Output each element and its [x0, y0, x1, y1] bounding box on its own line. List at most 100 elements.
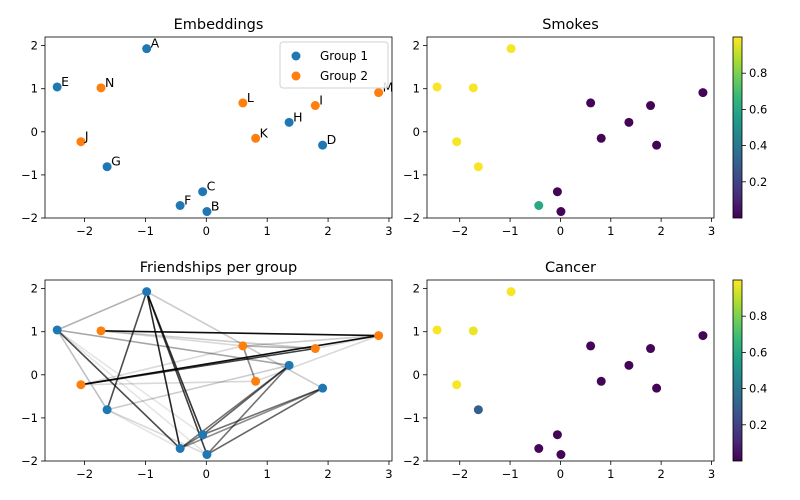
x-tick-label: −2 — [76, 467, 93, 481]
data-point — [96, 83, 106, 93]
y-tick-label: −2 — [21, 454, 38, 468]
x-tick-label: 1 — [607, 224, 614, 238]
data-point — [76, 137, 86, 147]
friendship-edge — [242, 345, 257, 382]
data-point — [652, 140, 662, 150]
axes-frame — [426, 279, 715, 462]
point-label: G — [111, 154, 121, 169]
node-point — [198, 430, 208, 440]
point-label: N — [105, 75, 114, 90]
point-label: I — [319, 93, 323, 108]
data-point — [468, 83, 478, 93]
friendship-edge — [106, 291, 148, 410]
node-point — [142, 287, 152, 297]
point-label: C — [207, 179, 216, 194]
colorbar — [732, 36, 743, 219]
x-tick-label: 1 — [264, 467, 271, 481]
point-label: E — [61, 74, 69, 89]
friendship-edge — [242, 345, 316, 350]
x-tick-label: −2 — [451, 224, 468, 238]
legend-entry: Group 1 — [320, 49, 368, 63]
x-tick-label: −1 — [502, 224, 519, 238]
friendship-edge — [56, 329, 208, 456]
x-tick-label: −1 — [137, 467, 154, 481]
y-tick-label: −1 — [21, 168, 38, 182]
colorbar-tick-label: 0.6 — [749, 102, 767, 116]
node-point — [238, 341, 248, 351]
node-point — [102, 405, 112, 415]
friendship-edge — [146, 290, 323, 389]
point-label: H — [293, 109, 302, 124]
data-point — [646, 101, 656, 111]
y-tick-label: 1 — [31, 325, 38, 339]
data-point — [552, 187, 562, 197]
colorbar-tick-label: 0.4 — [749, 139, 767, 153]
y-tick-label: 2 — [31, 39, 38, 53]
legend-marker — [291, 71, 301, 81]
y-tick-label: 0 — [31, 368, 38, 382]
friendship-edge — [145, 291, 181, 449]
data-point — [596, 133, 606, 143]
point-label: J — [84, 129, 89, 144]
node-point — [251, 376, 261, 386]
y-tick-label: 1 — [413, 82, 420, 96]
colorbar-tick-label: 0.8 — [749, 66, 767, 80]
point-label: L — [247, 90, 254, 105]
node-point — [374, 331, 384, 341]
point-label: F — [184, 193, 191, 208]
x-tick-label: 1 — [607, 467, 614, 481]
friendship-edge — [100, 330, 379, 337]
x-tick-label: 0 — [557, 224, 564, 238]
friendship-edge — [315, 334, 379, 350]
friendship-edge — [56, 290, 147, 331]
x-tick-label: 0 — [557, 467, 564, 481]
y-tick-label: 0 — [413, 125, 420, 139]
x-tick-label: 3 — [708, 467, 715, 481]
data-point — [52, 82, 62, 92]
axes-frame — [44, 279, 393, 462]
node-point — [175, 444, 185, 454]
chart-title: Smokes — [542, 17, 599, 33]
y-tick-label: −1 — [403, 168, 420, 182]
data-point — [432, 325, 442, 335]
x-tick-label: −1 — [502, 467, 519, 481]
x-tick-label: 1 — [264, 224, 271, 238]
point-label: K — [260, 125, 269, 140]
friendship-edge — [106, 409, 181, 450]
data-point — [202, 207, 212, 217]
y-tick-label: −2 — [403, 211, 420, 225]
y-tick-label: −2 — [403, 454, 420, 468]
node-point — [318, 383, 328, 393]
node-point — [202, 450, 212, 460]
x-tick-label: 2 — [657, 467, 664, 481]
data-point — [586, 341, 596, 351]
data-point — [698, 88, 708, 98]
y-tick-label: 2 — [413, 39, 420, 53]
friendship-edge — [100, 330, 316, 350]
axes-frame — [426, 36, 715, 219]
x-tick-label: 0 — [203, 224, 210, 238]
x-tick-label: 2 — [324, 224, 331, 238]
y-tick-label: 1 — [413, 325, 420, 339]
colorbar-tick-label: 0.4 — [749, 382, 767, 396]
x-tick-label: 0 — [203, 467, 210, 481]
data-point — [506, 44, 516, 54]
friendship-edge — [202, 387, 323, 436]
y-tick-label: −1 — [403, 411, 420, 425]
y-tick-label: −2 — [21, 211, 38, 225]
friendship-edge — [206, 387, 323, 456]
x-tick-label: 3 — [708, 224, 715, 238]
data-point — [473, 405, 483, 415]
data-point — [374, 88, 384, 98]
colorbar-tick-label: 0.2 — [749, 175, 767, 189]
data-point — [586, 98, 596, 108]
friendship-edge — [80, 347, 316, 386]
friendship-edge — [56, 329, 204, 436]
point-label: B — [211, 199, 220, 214]
node-point — [76, 380, 86, 390]
data-point — [102, 162, 112, 172]
x-tick-label: −1 — [137, 224, 154, 238]
chart-title: Friendships per group — [140, 260, 298, 276]
data-point — [432, 82, 442, 92]
